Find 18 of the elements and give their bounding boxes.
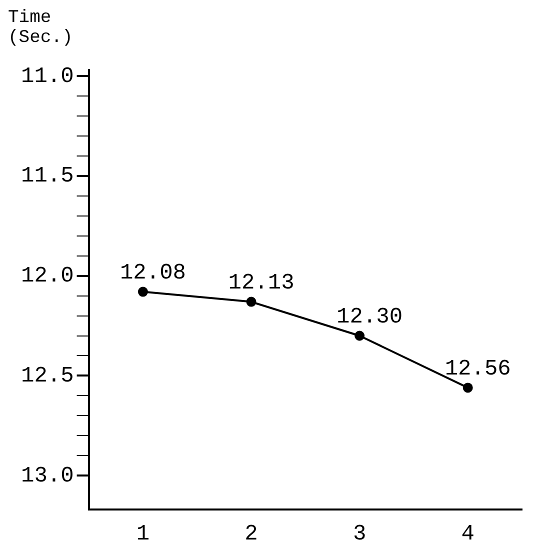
data-label: 12.13 (228, 270, 294, 296)
x-tick-label: 1 (136, 522, 150, 547)
x-tick-label: 3 (352, 522, 366, 547)
y-tick-label: 11.5 (20, 164, 74, 189)
y-tick-label: 12.5 (20, 364, 74, 389)
point (246, 296, 256, 307)
point (462, 382, 473, 393)
point (354, 330, 365, 341)
y-tick-label: 12.0 (20, 264, 74, 289)
x-tick-label: 2 (244, 522, 258, 547)
x-tick-label: 4 (461, 522, 474, 547)
y-tick-label: 13.0 (20, 463, 74, 488)
point (138, 286, 148, 297)
y-axis-title: Time (Sec.) (8, 8, 74, 48)
data-label: 12.08 (120, 260, 186, 286)
data-label: 12.56 (444, 356, 511, 382)
y-tick-label: 11.0 (20, 64, 74, 89)
data-label: 12.30 (336, 304, 403, 330)
